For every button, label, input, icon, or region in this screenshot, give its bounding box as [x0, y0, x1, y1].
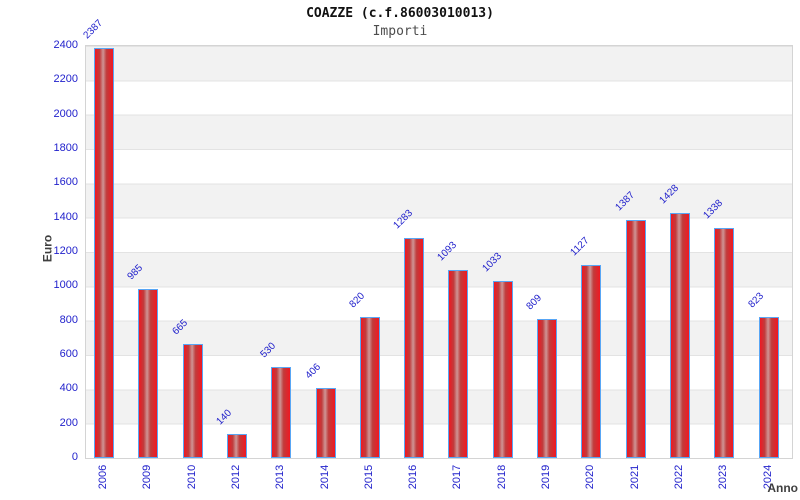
- y-tick-label: 400: [59, 382, 78, 395]
- bar-value-label: 140: [214, 407, 234, 428]
- bar-2016: [404, 238, 425, 458]
- x-tick-label: 2006: [97, 464, 109, 490]
- bar-2021: [625, 220, 646, 458]
- bar-2020: [581, 265, 602, 458]
- y-tick-label: 0: [71, 451, 78, 463]
- bar-value-label: 1428: [657, 182, 681, 207]
- bar-value-label: 1283: [391, 207, 416, 232]
- x-tick-label: 2019: [540, 464, 552, 490]
- x-tick-label: 2018: [495, 464, 508, 490]
- bar-value-label: 820: [347, 290, 367, 311]
- bar-value-label: 406: [303, 361, 323, 382]
- x-tick-label: 2010: [185, 464, 198, 490]
- bar-value-label: 530: [258, 340, 279, 361]
- bar-2009: [138, 289, 159, 458]
- bar-2014: [315, 388, 336, 458]
- plot-area: 2387 985 665 140 530 406 820 1283 1093 1033 809 112…: [82, 18, 793, 459]
- x-tick-label: 2021: [628, 464, 641, 490]
- bar-2023: [714, 228, 735, 458]
- x-axis-title: Anno: [767, 481, 798, 495]
- y-tick-label: 1800: [53, 142, 78, 154]
- x-tick-label: 2009: [141, 464, 154, 490]
- bar-2018: [492, 281, 513, 458]
- bar-value-label: 665: [170, 317, 190, 338]
- bar-2015: [359, 317, 380, 458]
- bar-2006: [94, 48, 114, 458]
- y-tick-label: 1400: [53, 210, 78, 223]
- bar-2017: [448, 270, 469, 458]
- y-tick-label: 1600: [53, 176, 78, 189]
- bar-2012: [226, 434, 247, 458]
- bar-value-label: 809: [524, 292, 545, 313]
- bar-2019: [537, 319, 557, 458]
- x-tick-label: 2015: [362, 464, 375, 490]
- bar-value-label: 1387: [613, 189, 637, 214]
- y-tick-label: 1200: [53, 245, 78, 257]
- y-tick-label: 2400: [53, 39, 78, 51]
- y-tick-label: 1000: [53, 279, 78, 292]
- bar-value-label: 1127: [568, 235, 592, 259]
- bar-value-label: 823: [746, 290, 766, 311]
- bar-2024: [758, 317, 779, 458]
- bar-2010: [182, 344, 203, 458]
- chart-subtitle: Importi: [372, 24, 428, 39]
- y-tick-label: 800: [59, 313, 78, 326]
- y-tick-label: 200: [59, 416, 78, 429]
- chart-title: COAZZE (c.f.86003010013): [306, 6, 494, 21]
- x-tick-label: 2023: [717, 464, 730, 490]
- bar-value-label: 1338: [701, 197, 726, 222]
- bar-value-label: 985: [125, 262, 146, 283]
- y-tick-label: 2000: [53, 107, 78, 120]
- y-tick-label: 600: [59, 348, 78, 360]
- x-tick-label: 2016: [407, 464, 420, 490]
- x-tick-label: 2013: [274, 464, 287, 490]
- bar-value-label: 1033: [480, 250, 504, 275]
- y-tick-label: 2200: [53, 73, 78, 86]
- x-tick-label: 2014: [318, 464, 331, 490]
- x-tick-label: 2022: [672, 464, 685, 490]
- bar-2013: [271, 367, 292, 458]
- bar-2022: [669, 213, 690, 458]
- x-tick-label: 2012: [229, 464, 242, 490]
- x-tick-label: 2017: [451, 464, 464, 490]
- bar-value-label: 1093: [435, 239, 460, 264]
- x-tick-label: 2020: [584, 464, 597, 490]
